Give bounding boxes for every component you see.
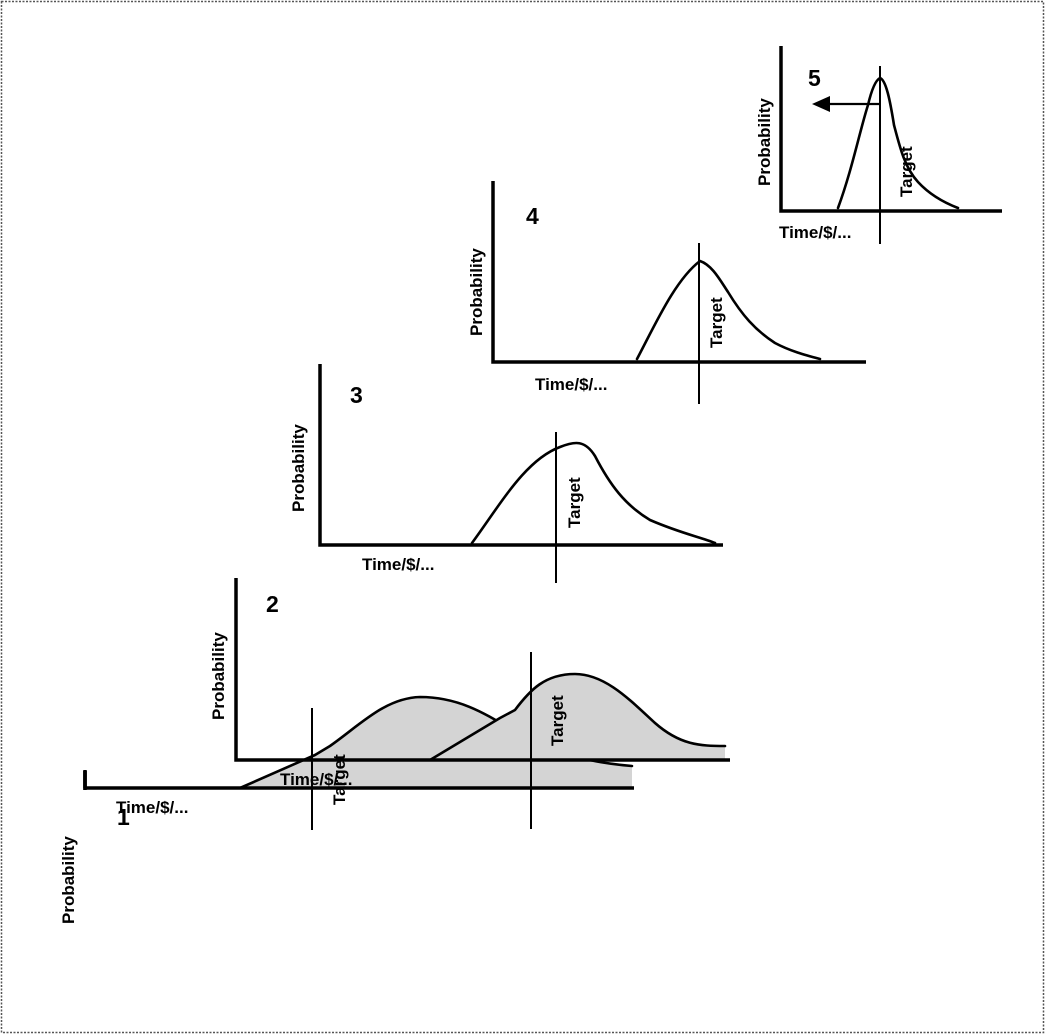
panel-1-ylabel: Probability — [59, 836, 78, 924]
panel-4: Target 4 Probability Time/$/... — [467, 181, 866, 404]
panel-1-xlabel: Time/$/... — [116, 798, 188, 817]
panel-1-shaded-area — [240, 697, 632, 788]
panel-3: Target 3 Probability Time/$/... — [289, 364, 723, 583]
panel-4-number: 4 — [526, 203, 539, 229]
panel-3-ylabel: Probability — [289, 424, 308, 512]
panel-4-axes — [491, 181, 866, 364]
panel-5-axes — [779, 46, 1002, 213]
panel-1-target-label: Target — [330, 754, 349, 805]
panel-2-number: 2 — [266, 591, 279, 617]
panel-5-xlabel: Time/$/... — [779, 223, 851, 242]
panel-4-target-label: Target — [707, 297, 726, 348]
panel-2-axes — [234, 578, 730, 762]
panel-2-ylabel: Probability — [209, 632, 228, 720]
panel-5: Target 5 Probability Time/$/... — [755, 46, 1002, 244]
panel-1: Target 1 Probability Time/$/... — [59, 695, 634, 924]
panel-4-ylabel: Probability — [467, 248, 486, 336]
panel-4-xlabel: Time/$/... — [535, 375, 607, 394]
panel-1-number: 1 — [117, 804, 130, 830]
panel-2-target-label: Target — [548, 695, 567, 746]
panel-3-axes — [318, 364, 723, 547]
panel-5-arrow-icon — [812, 96, 830, 112]
panel-3-number: 3 — [350, 382, 363, 408]
panel-4-distribution-curve — [635, 259, 822, 361]
panel-5-number: 5 — [808, 65, 821, 91]
panel-3-xlabel: Time/$/... — [362, 555, 434, 574]
panel-5-ylabel: Probability — [755, 98, 774, 186]
panel-3-target-label: Target — [565, 477, 584, 528]
panel-2-shaded-area — [430, 674, 725, 760]
panel-2: Target 2 Probability Time/$/... — [209, 578, 730, 829]
panel-5-distribution-curve — [836, 76, 960, 210]
panel-2-xlabel: Time/$/... — [280, 770, 352, 789]
panel-5-target-label: Target — [897, 146, 916, 197]
panel-3-distribution-curve — [470, 441, 717, 545]
